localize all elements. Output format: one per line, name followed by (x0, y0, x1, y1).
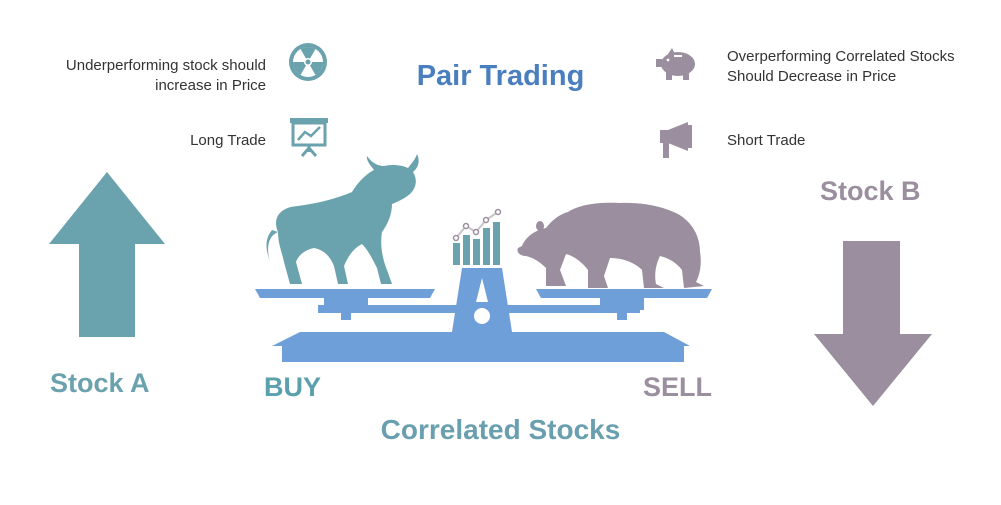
right-note-top-line2: Should Decrease in Price (727, 68, 897, 85)
bear-icon (517, 202, 704, 288)
left-note-top: Underperforming stock should increase in… (20, 56, 266, 96)
radiation-icon (289, 43, 327, 81)
diagram-subtitle: Correlated Stocks (380, 414, 621, 445)
short-trade-label: Short Trade (727, 132, 806, 149)
right-note-top: Overperforming Correlated Stocks Should … (727, 47, 955, 87)
stock-a-label: Stock A (50, 368, 150, 398)
bull-icon (266, 154, 419, 284)
left-note-top-line2: increase in Price (155, 77, 266, 94)
up-arrow-icon (49, 172, 165, 337)
buy-label: BUY (264, 372, 322, 402)
piggy-bank-icon (656, 48, 695, 80)
long-trade-label: Long Trade (190, 132, 266, 149)
left-note-top-line1: Underperforming stock should (65, 57, 266, 74)
diagram-title: Pair Trading (416, 60, 585, 92)
megaphone-icon (660, 122, 692, 158)
stock-b-label: Stock B (820, 176, 921, 206)
down-arrow-icon (814, 241, 932, 406)
right-note-top-line1: Overperforming Correlated Stocks (727, 48, 955, 65)
chart-board-icon (290, 118, 328, 157)
sell-label: SELL (643, 372, 713, 402)
balance-scale (255, 268, 712, 362)
growth-chart-icon (452, 208, 502, 265)
